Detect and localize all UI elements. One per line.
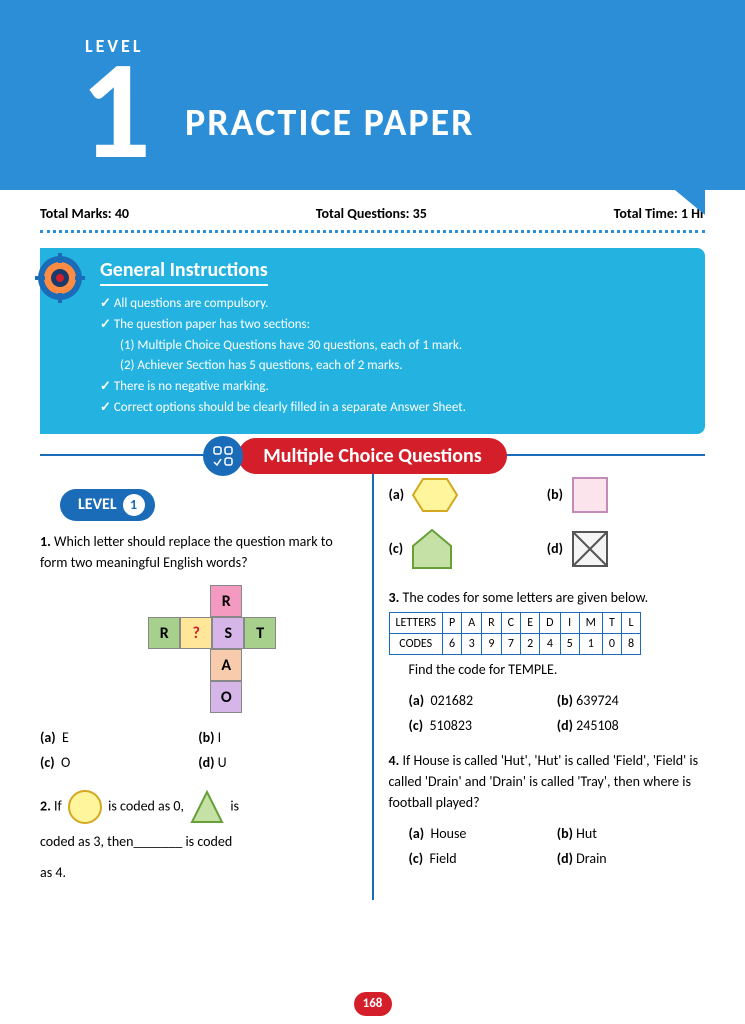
divider-dots bbox=[40, 230, 705, 233]
option-b: (b) 639724 bbox=[557, 688, 705, 713]
option-c: (c) bbox=[389, 526, 547, 572]
q2-options: (a) (b) (c) (d) bbox=[389, 474, 706, 572]
question-number: 2. bbox=[40, 797, 51, 814]
page-number: 168 bbox=[354, 992, 392, 1016]
question-text: The codes for some letters are given bel… bbox=[403, 589, 649, 606]
square-icon bbox=[569, 474, 611, 516]
level-badge: LEVEL 1 bbox=[60, 489, 155, 521]
option-a: (a) 021682 bbox=[409, 688, 557, 713]
target-icon bbox=[35, 253, 85, 303]
grid-icon bbox=[203, 436, 243, 476]
instructions-title: General Instructions bbox=[100, 258, 268, 286]
left-column: LEVEL 1 1. Which letter should replace t… bbox=[40, 474, 372, 901]
pentagon-icon bbox=[409, 526, 455, 572]
question-columns: LEVEL 1 1. Which letter should replace t… bbox=[0, 474, 745, 901]
instructions-box: General Instructions All questions are c… bbox=[40, 248, 705, 434]
option-a: (a) bbox=[389, 474, 547, 516]
option-c: (c) Field bbox=[409, 846, 557, 871]
q4-options: (a) House (b) Hut (c) Field (d) Drain bbox=[389, 821, 706, 871]
q1-options: (a) E (b) I (c) O (d) U bbox=[40, 725, 357, 775]
option-b: (b) bbox=[547, 474, 705, 516]
right-column: (a) (b) (c) (d) 3. The codes for some le… bbox=[372, 474, 706, 901]
question-1: 1. Which letter should replace the quest… bbox=[40, 531, 357, 775]
instruction-item: Correct options should be clearly filled… bbox=[100, 398, 685, 419]
cross-puzzle: R R?ST A O bbox=[40, 585, 357, 713]
question-4: 4. If House is called 'Hut', 'Hut' is ca… bbox=[389, 750, 706, 871]
instructions-list: All questions are compulsory. The questi… bbox=[100, 294, 685, 419]
q3-options: (a) 021682 (b) 639724 (c) 510823 (d) 245… bbox=[389, 688, 706, 738]
option-c: (c) 510823 bbox=[409, 713, 557, 738]
option-d: (d) Drain bbox=[557, 846, 705, 871]
q3-find: Find the code for TEMPLE. bbox=[389, 659, 706, 680]
total-marks: Total Marks: 40 bbox=[40, 205, 129, 222]
question-number: 4. bbox=[389, 752, 400, 769]
option-b: (b) I bbox=[198, 725, 356, 750]
option-c: (c) O bbox=[40, 750, 198, 775]
question-number: 3. bbox=[389, 589, 400, 606]
triangle-icon bbox=[187, 787, 227, 827]
mcq-section-title: Multiple Choice Questions bbox=[238, 438, 506, 474]
question-3: 3. The codes for some letters are given … bbox=[389, 587, 706, 738]
circle-icon bbox=[65, 787, 105, 827]
question-text: If House is called 'Hut', 'Hut' is calle… bbox=[389, 752, 699, 811]
hexagon-icon bbox=[410, 474, 460, 516]
option-a: (a) E bbox=[40, 725, 198, 750]
instruction-item: All questions are compulsory. bbox=[100, 294, 685, 315]
option-d: (d) U bbox=[198, 750, 356, 775]
question-number: 1. bbox=[40, 533, 51, 550]
question-2: 2. If is coded as 0, is coded as 3, then… bbox=[40, 787, 357, 889]
question-text: Which letter should replace the question… bbox=[40, 533, 333, 571]
code-table: LETTERSPARCEDIMTL CODES6397245108 bbox=[389, 612, 642, 655]
instruction-item: (2) Achiever Section has 5 questions, ea… bbox=[100, 356, 685, 377]
option-d: (d) 245108 bbox=[557, 713, 705, 738]
option-a: (a) House bbox=[409, 821, 557, 846]
instruction-item: There is no negative marking. bbox=[100, 377, 685, 398]
level-number: 1 bbox=[80, 40, 151, 180]
instruction-item: (1) Multiple Choice Questions have 30 qu… bbox=[100, 336, 685, 357]
crossed-square-icon bbox=[569, 528, 611, 570]
page-title: PRACTICE PAPER bbox=[185, 100, 475, 146]
total-questions: Total Questions: 35 bbox=[316, 205, 427, 222]
page-header: LEVEL 1 PRACTICE PAPER bbox=[0, 0, 745, 190]
option-d: (d) bbox=[547, 526, 705, 572]
stats-bar: Total Marks: 40 Total Questions: 35 Tota… bbox=[0, 190, 745, 230]
option-b: (b) Hut bbox=[557, 821, 705, 846]
instruction-item: The question paper has two sections: bbox=[100, 315, 685, 336]
